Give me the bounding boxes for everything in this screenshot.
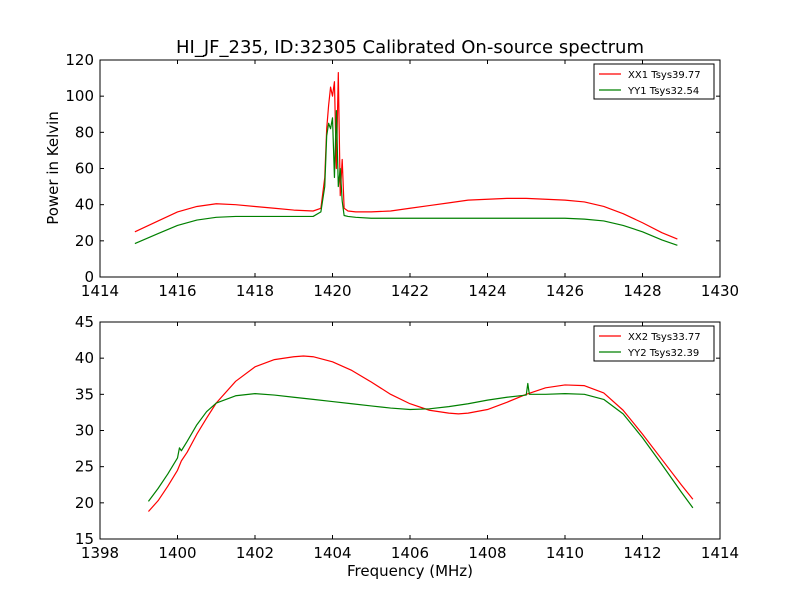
y-tick-label: 45 <box>75 313 94 331</box>
x-tick-label: 1430 <box>701 282 739 300</box>
x-axis-title: Frequency (MHz) <box>347 562 473 580</box>
x-tick-label: 1428 <box>623 282 661 300</box>
y-tick-label: 40 <box>75 349 94 367</box>
y-tick-label: 20 <box>75 494 94 512</box>
x-tick-label: 1416 <box>158 282 196 300</box>
series-line-1 <box>134 72 678 240</box>
legend-box <box>593 325 715 362</box>
legend: XX2 Tsys33.77 YY2 Tsys32.39 <box>593 325 715 362</box>
x-tick-label: 1408 <box>468 544 506 562</box>
x-tick-label: 1406 <box>391 544 429 562</box>
legend-box <box>593 63 715 100</box>
x-tick-label: 1418 <box>236 282 274 300</box>
x-tick-label: 1404 <box>313 544 351 562</box>
x-tick-label: 1424 <box>468 282 506 300</box>
x-tick-label: 1402 <box>236 544 274 562</box>
y-tick-label: 35 <box>75 385 94 403</box>
y-axis-title: Power in Kelvin <box>44 111 62 225</box>
y-tick-label: 100 <box>65 87 94 105</box>
x-tick-label: 1422 <box>391 282 429 300</box>
y-tick-label: 40 <box>75 196 94 214</box>
x-tick-label: 1398 <box>81 544 119 562</box>
x-tick-label: 1400 <box>158 544 196 562</box>
y-tick-label: 20 <box>75 232 94 250</box>
y-tick-label: 80 <box>75 123 94 141</box>
legend-label-1: XX2 Tsys33.77 <box>628 332 701 343</box>
series-line-2 <box>134 110 678 246</box>
x-tick-label: 1410 <box>546 544 584 562</box>
x-tick-label: 1412 <box>623 544 661 562</box>
legend-label-2: YY1 Tsys32.54 <box>627 86 699 97</box>
top-spectrum-panel: 1414 1416 1418 1420 1422 1424 1426 1428 1430 0 20 4… <box>65 51 739 300</box>
bottom-spectrum-panel: 1398 1400 1402 1404 1406 1408 1410 1412 1414 15 20… <box>75 313 739 562</box>
y-tick-label: 25 <box>75 458 94 476</box>
y-tick-label: 60 <box>75 160 94 178</box>
series-line-1 <box>147 355 694 512</box>
legend-label-2: YY2 Tsys32.39 <box>627 348 699 359</box>
x-tick-label: 1414 <box>81 282 119 300</box>
x-tick-label: 1426 <box>546 282 584 300</box>
x-tick-label: 1414 <box>701 544 739 562</box>
x-tick-label: 1420 <box>313 282 351 300</box>
y-tick-label: 0 <box>84 268 94 286</box>
y-tick-label: 30 <box>75 422 94 440</box>
legend: XX1 Tsys39.77 YY1 Tsys32.54 <box>593 63 715 100</box>
y-tick-label: 120 <box>65 51 94 69</box>
y-tick-label: 15 <box>75 530 94 548</box>
chart-title: HI_JF_235, ID:32305 Calibrated On-source… <box>176 37 644 58</box>
legend-label-1: XX1 Tsys39.77 <box>628 70 701 81</box>
series-line-2 <box>147 382 694 509</box>
